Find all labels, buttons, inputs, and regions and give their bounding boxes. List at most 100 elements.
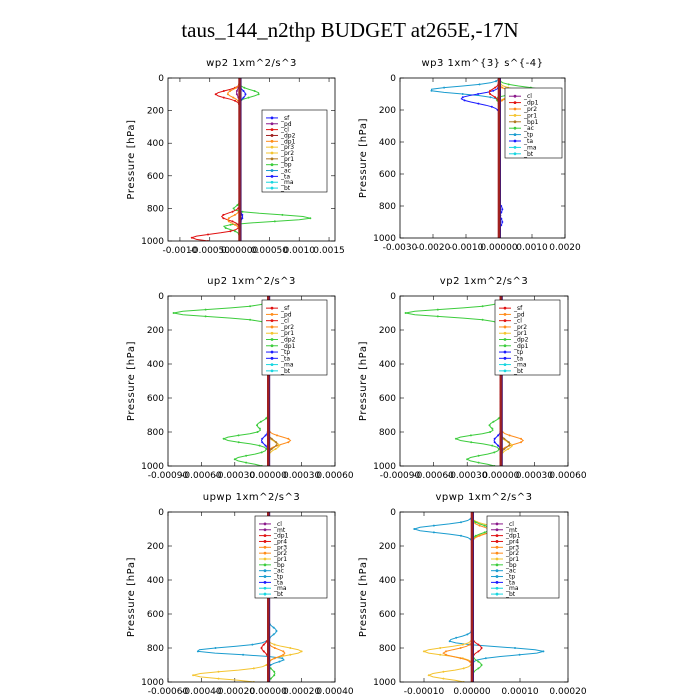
- series-marker-green: [269, 667, 272, 670]
- x-tick-label: 0.00060: [316, 471, 353, 481]
- x-tick-label: -0.0010: [449, 243, 484, 253]
- series-marker-teal: [432, 531, 435, 534]
- y-tick-label: 400: [379, 138, 396, 148]
- legend-box: [261, 109, 328, 193]
- legend-marker: [503, 369, 507, 373]
- series-marker-blue: [477, 102, 480, 105]
- legend-marker: [270, 157, 274, 161]
- series-marker-red: [480, 647, 483, 649]
- series-marker-blue: [241, 217, 244, 220]
- series-marker-red: [231, 210, 234, 213]
- series-marker-yellow: [274, 448, 277, 450]
- series-marker-green: [455, 437, 457, 440]
- legend-marker: [503, 319, 507, 323]
- series-marker-brown: [270, 448, 273, 450]
- legend-label: _pr1: [505, 556, 519, 563]
- series-marker-green: [488, 424, 491, 427]
- legend-marker: [495, 563, 499, 567]
- legend-label: _ma: [273, 585, 287, 592]
- series-marker-teal: [251, 643, 254, 646]
- legend-marker: [495, 580, 499, 584]
- series-marker-green: [258, 444, 261, 447]
- series-marker-teal: [455, 636, 458, 639]
- y-tick-label: 0: [158, 74, 164, 84]
- series-marker-green: [259, 420, 262, 423]
- series-marker-green: [236, 204, 239, 207]
- legend-label: _ta: [513, 355, 523, 362]
- series-marker-red: [222, 96, 225, 99]
- legend-label: _ma: [505, 585, 519, 592]
- series-marker-red: [222, 90, 225, 92]
- series-marker-blue: [497, 434, 500, 437]
- legend-marker: [263, 557, 267, 561]
- series-marker-blue: [477, 93, 480, 95]
- legend-marker: [270, 325, 274, 329]
- series-marker-orange: [459, 657, 462, 660]
- legend-label: _pr4: [505, 538, 519, 545]
- chart-panel-6: vpwp 1xm^2/s^3 Pressure [hPa] 0 200 400 600 80…: [358, 492, 587, 697]
- series-marker-green: [480, 664, 483, 666]
- x-tick-label: 0.00000: [480, 243, 517, 253]
- legend-marker: [513, 101, 517, 104]
- legend-marker: [513, 146, 517, 149]
- legend-marker: [270, 128, 274, 132]
- legend-label: _ac: [505, 568, 516, 575]
- figure-title: taus_144_n2thp BUDGET at265E,-17N: [181, 18, 519, 42]
- x-tick-label: 0.00020: [283, 687, 320, 697]
- series-marker-red: [222, 213, 225, 216]
- x-tick-label: -0.00060: [148, 687, 189, 697]
- series-marker-teal: [460, 521, 462, 524]
- series-marker-blue: [490, 105, 493, 108]
- chart-panel-1: wp2 1xm^2/s^3 Pressure [hPa] 0 200 400 600 800…: [126, 58, 345, 256]
- legend-marker: [270, 350, 274, 354]
- y-tick-label: 800: [379, 644, 396, 654]
- panel-title: wp2 1xm^2/s^3: [206, 58, 297, 69]
- y-tick-label: 200: [147, 542, 164, 552]
- plot-frame: [167, 511, 336, 683]
- series-marker-green: [481, 318, 484, 321]
- x-tick-label: 0.00030: [283, 471, 320, 481]
- legend-marker: [270, 363, 274, 366]
- series-marker-blue: [501, 208, 504, 211]
- series-marker-teal: [495, 80, 497, 83]
- series-marker-green: [483, 524, 486, 527]
- series-marker-orange: [227, 220, 230, 223]
- x-tick-label: -0.00060: [181, 471, 222, 481]
- legend-marker: [270, 169, 274, 172]
- legend-label: _tp: [505, 574, 515, 581]
- series-marker-green: [245, 461, 248, 464]
- legend-marker: [270, 134, 274, 137]
- series-line-green: [405, 296, 502, 466]
- x-tick-label: 0.00040: [316, 687, 353, 697]
- legend-marker: [495, 528, 499, 532]
- series-marker-red: [214, 93, 217, 96]
- x-tick-label: -0.00090: [148, 471, 189, 481]
- series-line-green: [173, 296, 269, 466]
- legend-marker: [263, 575, 267, 578]
- legend-label: _pr3: [505, 544, 519, 551]
- series-marker-purple: [235, 93, 238, 96]
- series-marker-yellow: [427, 674, 430, 677]
- y-axis-label: Pressure [hPa]: [126, 119, 137, 199]
- legend-label: _dp2: [280, 337, 296, 344]
- legend-marker: [495, 551, 499, 555]
- series-marker-green: [224, 227, 227, 229]
- y-tick-label: 200: [147, 326, 164, 336]
- legend-label: _dp2: [513, 337, 529, 344]
- series-marker-green: [497, 448, 500, 450]
- series-marker-green: [265, 417, 268, 420]
- series-marker-red: [234, 99, 236, 102]
- series-marker-green: [273, 674, 276, 677]
- y-tick-label: 800: [379, 202, 396, 212]
- y-tick-label: 600: [379, 394, 396, 404]
- legend-box: [261, 299, 328, 376]
- legend-label: _ma: [280, 179, 294, 186]
- y-tick-label: 600: [379, 170, 396, 180]
- series-marker-teal: [275, 630, 278, 632]
- series-marker-green: [245, 454, 248, 457]
- series-marker-purple: [235, 90, 238, 92]
- x-tick-label: 0.00000: [221, 246, 258, 256]
- legend-label: _pr4: [273, 538, 287, 545]
- y-tick-label: 1000: [141, 237, 164, 247]
- legend-label: _tp: [273, 574, 283, 581]
